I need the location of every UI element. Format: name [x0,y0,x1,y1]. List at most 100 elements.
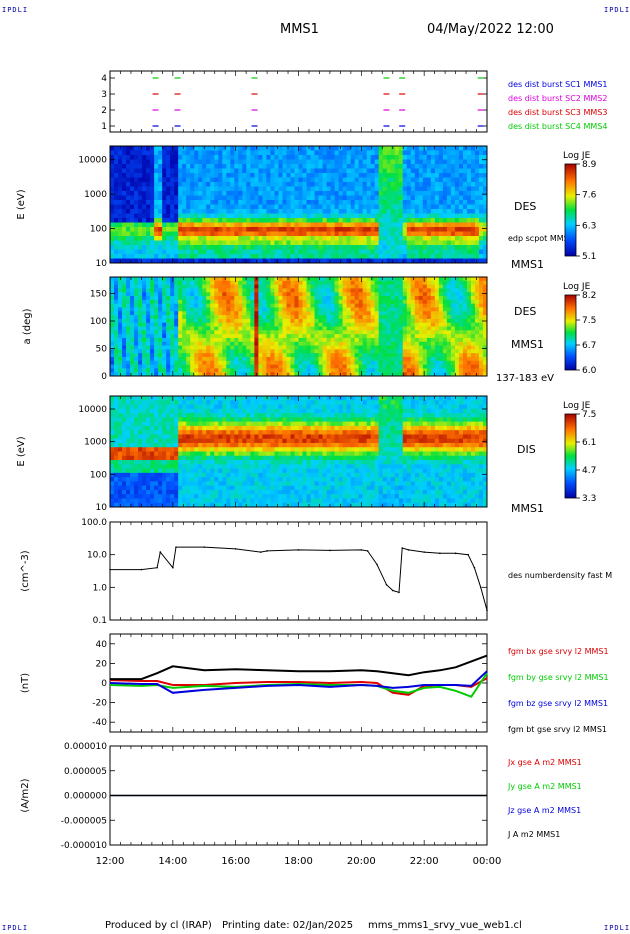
heatmap-cell [142,307,147,312]
heatmap-cell [190,249,195,255]
heatmap-cell [282,204,287,210]
heatmap-cell [182,356,187,362]
heatmap-cell [262,200,267,205]
heatmap-cell [462,195,468,201]
heatmap-cell [290,240,295,246]
heatmap-cell [134,288,139,293]
heatmap-cell [254,292,259,297]
heatmap-cell [170,258,175,264]
heatmap-cell [222,307,227,312]
heatmap-cell [362,159,368,165]
heatmap-cell [306,353,311,358]
heatmap-cell [130,200,135,205]
heatmap-cell [282,213,287,219]
heatmap-cell [450,168,456,174]
heatmap-cell [394,200,400,205]
heatmap-cell [462,191,468,196]
heatmap-cell [346,186,352,192]
heatmap-cell [462,318,468,324]
heatmap-cell [178,277,183,282]
heatmap-cell [474,249,480,255]
heatmap-cell [394,150,400,156]
heatmap-cell [150,360,155,365]
heatmap-cell [226,345,231,350]
heatmap-cell [242,296,247,301]
heatmap-cell [222,173,227,178]
heatmap-cell [262,155,267,160]
heatmap-cell [374,372,380,377]
heatmap-cell [474,186,480,192]
heatmap-cell [326,245,331,250]
heatmap-cell [150,240,155,246]
heatmap-cell [450,173,456,178]
heatmap-cell [390,307,396,312]
heatmap-cell [230,249,235,255]
heatmap-cell [314,254,319,259]
heatmap-cell [458,195,464,201]
heatmap-cell [326,218,331,223]
heatmap-cell [282,280,287,286]
heatmap-cell [374,364,380,369]
heatmap-cell [330,315,335,320]
heatmap-cell [194,254,199,259]
heatmap-cell [442,173,448,178]
heatmap-cell [442,195,448,201]
heatmap-cell [234,345,239,350]
heatmap-cell [146,213,151,219]
heatmap-cell [206,349,211,354]
heatmap-cell [222,277,227,282]
heatmap-cell [310,299,315,305]
des-energy-colorbar-tick-label: 6.3 [582,221,596,231]
heatmap-cell [110,231,115,237]
heatmap-cell [186,177,191,183]
heatmap-cell [130,173,135,178]
heatmap-cell [186,277,191,282]
heatmap-cell [398,296,404,301]
heatmap-cell [170,330,175,335]
heatmap-cell [274,322,279,327]
heatmap-cell [174,186,179,192]
heatmap-cell [334,200,340,205]
heatmap-cell [122,322,127,327]
heatmap-cell [150,322,155,327]
heatmap-cell [114,372,119,377]
heatmap-cell [290,360,295,365]
heatmap-cell [230,341,235,346]
heatmap-cell [438,318,444,324]
heatmap-cell [450,159,456,165]
heatmap-cell [346,337,352,343]
heatmap-cell [210,292,215,297]
heatmap-cell [258,322,263,327]
heatmap-cell [206,284,211,289]
heatmap-cell [142,330,147,335]
heatmap-cell [354,236,360,241]
heatmap-cell [122,288,127,293]
heatmap-cell [294,200,299,205]
heatmap-cell [362,204,368,210]
heatmap-cell [122,277,127,282]
heatmap-cell [398,164,404,169]
heatmap-cell [126,227,131,232]
heatmap-cell [338,368,344,373]
heatmap-cell [334,236,340,241]
heatmap-cell [382,326,388,331]
heatmap-cell [478,209,484,214]
heatmap-cell [214,218,219,223]
heatmap-cell [210,337,215,343]
heatmap-cell [314,360,319,365]
heatmap-cell [174,364,179,369]
heatmap-cell [430,296,436,301]
heatmap-cell [170,284,175,289]
heatmap-cell [430,353,436,358]
heatmap-cell [350,231,356,237]
heatmap-cell [270,155,275,160]
heatmap-cell [282,299,287,305]
heatmap-cell [158,150,163,156]
heatmap-cell [338,277,344,282]
heatmap-cell [186,231,191,237]
heatmap-cell [450,231,456,237]
heatmap-cell [170,213,175,219]
heatmap-cell [266,150,271,156]
heatmap-cell [198,231,203,237]
heatmap-cell [194,277,199,282]
